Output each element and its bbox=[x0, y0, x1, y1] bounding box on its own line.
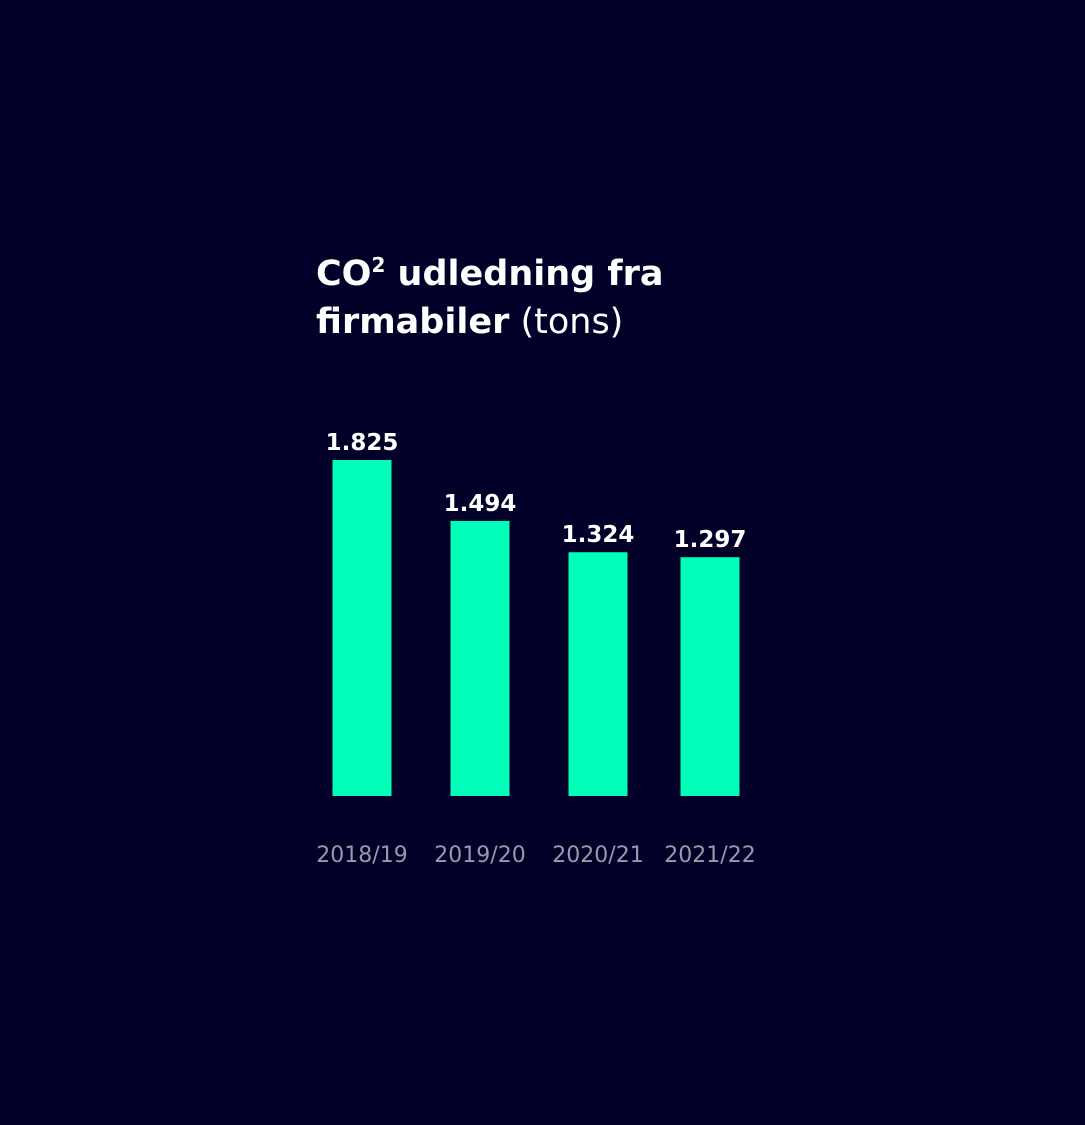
category-label-2020/21: 2020/21 bbox=[552, 843, 643, 868]
bar-2020/21 bbox=[568, 552, 628, 796]
value-labels-group: 1.825 1.494 1.324 1.297 bbox=[326, 430, 747, 553]
title-line1-rest: udledning fra bbox=[385, 254, 664, 294]
bar-2021/22 bbox=[680, 557, 740, 796]
bars-group bbox=[332, 460, 740, 796]
title-unit: (tons) bbox=[509, 302, 624, 342]
category-label-2018/19: 2018/19 bbox=[316, 843, 407, 868]
bar-2018/19 bbox=[332, 460, 392, 796]
value-label-2020/21: 1.324 bbox=[562, 522, 635, 548]
title-co: CO bbox=[316, 254, 372, 294]
value-label-2021/22: 1.297 bbox=[674, 527, 747, 553]
category-labels-group: 2018/19 2019/20 2020/21 2021/22 bbox=[316, 843, 755, 868]
title-superscript: 2 bbox=[371, 253, 386, 277]
category-label-2019/20: 2019/20 bbox=[434, 843, 525, 868]
value-label-2018/19: 1.825 bbox=[326, 430, 399, 456]
title-line2-bold: firmabiler bbox=[316, 302, 510, 342]
value-label-2019/20: 1.494 bbox=[444, 491, 517, 517]
category-label-2021/22: 2021/22 bbox=[664, 843, 755, 868]
chart-title: CO2 udledning fra firmabiler (tons) bbox=[316, 250, 664, 346]
bar-2019/20 bbox=[450, 520, 510, 796]
